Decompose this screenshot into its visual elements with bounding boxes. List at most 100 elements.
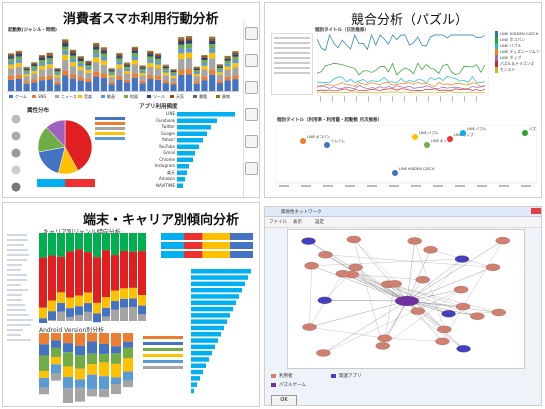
bar-segment <box>111 333 121 347</box>
bubble-label: LINE ポコパン <box>307 134 331 139</box>
filter-item[interactable] <box>7 274 27 276</box>
bar <box>191 363 206 368</box>
ok-button[interactable]: OK <box>271 395 297 405</box>
filter-item[interactable] <box>7 269 21 271</box>
filter-item[interactable] <box>7 289 29 291</box>
legend-item: 書籍 <box>193 94 207 100</box>
filter-item[interactable] <box>7 334 22 336</box>
bar-segment <box>138 314 146 321</box>
bar-segment <box>161 251 184 258</box>
globe-icon[interactable] <box>245 162 258 175</box>
bar-segment <box>100 53 108 57</box>
music-icon[interactable] <box>245 135 258 148</box>
filter-item[interactable] <box>7 264 23 266</box>
bar <box>177 183 183 188</box>
filter-item[interactable] <box>7 259 27 261</box>
controller-icon[interactable] <box>245 54 258 67</box>
bar-segment <box>120 288 128 299</box>
bar-segment <box>100 49 108 51</box>
bar-segment <box>39 257 47 308</box>
bar-segment <box>124 62 131 64</box>
filter-item[interactable] <box>7 234 28 236</box>
bar-segment <box>230 233 253 240</box>
bar-segment <box>209 74 216 91</box>
bar-segment <box>54 81 61 85</box>
filter-column[interactable] <box>7 231 35 401</box>
filter-item[interactable] <box>7 284 22 286</box>
bar-segment <box>69 50 77 52</box>
toolbar-item-file[interactable]: ファイル <box>269 220 287 225</box>
bar-segment <box>116 68 123 76</box>
bar-segment <box>85 60 92 62</box>
tick <box>368 96 369 102</box>
tick <box>392 96 393 102</box>
filter-item[interactable] <box>7 239 28 241</box>
tick <box>320 96 321 102</box>
bar-segment <box>77 70 84 78</box>
cart-icon[interactable] <box>245 81 258 94</box>
filter-item[interactable] <box>7 304 25 306</box>
book-icon[interactable] <box>245 108 258 121</box>
bar-segment <box>216 67 224 71</box>
bar-segment <box>129 287 137 299</box>
filter-item[interactable] <box>7 249 29 251</box>
bar-segment <box>138 233 146 252</box>
bar-segment <box>224 76 231 81</box>
bar-segment <box>154 64 162 69</box>
title-filter-list[interactable] <box>271 33 313 95</box>
edge <box>353 239 383 346</box>
bar-segment <box>184 233 203 240</box>
bar-segment <box>99 362 109 377</box>
edge <box>406 300 445 330</box>
filter-item[interactable] <box>7 319 33 321</box>
bar-segment <box>62 70 69 76</box>
toolbar-item-settings[interactable]: 設定 <box>315 220 324 225</box>
filter-item[interactable] <box>7 324 32 326</box>
node <box>317 296 332 304</box>
pie-chart <box>37 119 93 175</box>
filter-item[interactable] <box>7 299 23 301</box>
bar-segment <box>154 68 162 76</box>
filter-item[interactable] <box>7 244 24 246</box>
bar-segment <box>224 80 231 91</box>
node <box>470 312 485 320</box>
bar-segment <box>63 333 73 344</box>
bar-segment <box>116 64 123 69</box>
bar-segment <box>85 61 92 62</box>
bar-segment <box>39 355 49 372</box>
bar-segment <box>178 41 185 45</box>
bar-segment <box>154 53 162 55</box>
bar-segment <box>69 53 77 56</box>
bar-segment <box>63 388 73 403</box>
bar <box>177 144 199 149</box>
bar-segment <box>54 69 61 70</box>
bar-segment <box>185 40 193 44</box>
bar-segment <box>85 63 92 65</box>
filter-item[interactable] <box>7 329 23 331</box>
close-icon[interactable] <box>531 208 541 214</box>
bar-segment <box>131 77 138 91</box>
bar-segment <box>39 333 49 345</box>
bar-segment <box>111 363 121 378</box>
stacked-bar-chart <box>7 36 239 92</box>
bar-segment <box>178 37 185 39</box>
filter-item[interactable] <box>7 254 29 256</box>
bar <box>191 281 245 287</box>
bar-segment <box>77 56 84 58</box>
bar-segment <box>69 78 77 91</box>
phone-icon[interactable] <box>245 27 258 40</box>
bar-segment <box>93 42 100 44</box>
filter-item[interactable] <box>7 294 23 296</box>
bar-segment <box>123 341 133 348</box>
node <box>441 310 456 318</box>
bar-segment <box>232 79 239 91</box>
filter-item[interactable] <box>7 309 27 311</box>
bar-segment <box>99 343 109 355</box>
bar <box>191 313 230 318</box>
toolbar-item-view[interactable]: 表示 <box>293 220 302 225</box>
legend-item: 動画 <box>101 94 115 100</box>
filter-item[interactable] <box>7 314 30 316</box>
filter-item[interactable] <box>7 339 32 341</box>
filter-item[interactable] <box>7 279 27 281</box>
bar-segment <box>154 61 162 65</box>
